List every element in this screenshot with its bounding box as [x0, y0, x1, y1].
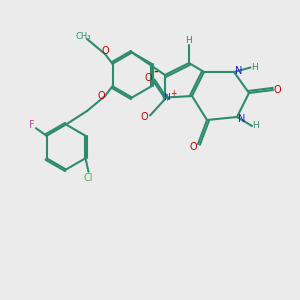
Text: O: O: [145, 73, 152, 83]
Text: N: N: [238, 113, 245, 124]
Text: H: H: [252, 122, 259, 130]
Text: F: F: [29, 120, 34, 130]
Text: H: H: [251, 63, 257, 72]
Text: -: -: [154, 67, 158, 77]
Text: O: O: [274, 85, 281, 95]
Text: Cl: Cl: [84, 173, 93, 183]
Text: H: H: [186, 36, 192, 45]
Text: N: N: [163, 93, 170, 102]
Text: H: H: [162, 94, 168, 103]
Text: +: +: [170, 88, 176, 98]
Text: N: N: [235, 65, 242, 76]
Text: O: O: [190, 142, 197, 152]
Text: CH₃: CH₃: [76, 32, 91, 40]
Text: O: O: [140, 112, 148, 122]
Text: O: O: [98, 91, 105, 101]
Text: O: O: [101, 46, 109, 56]
